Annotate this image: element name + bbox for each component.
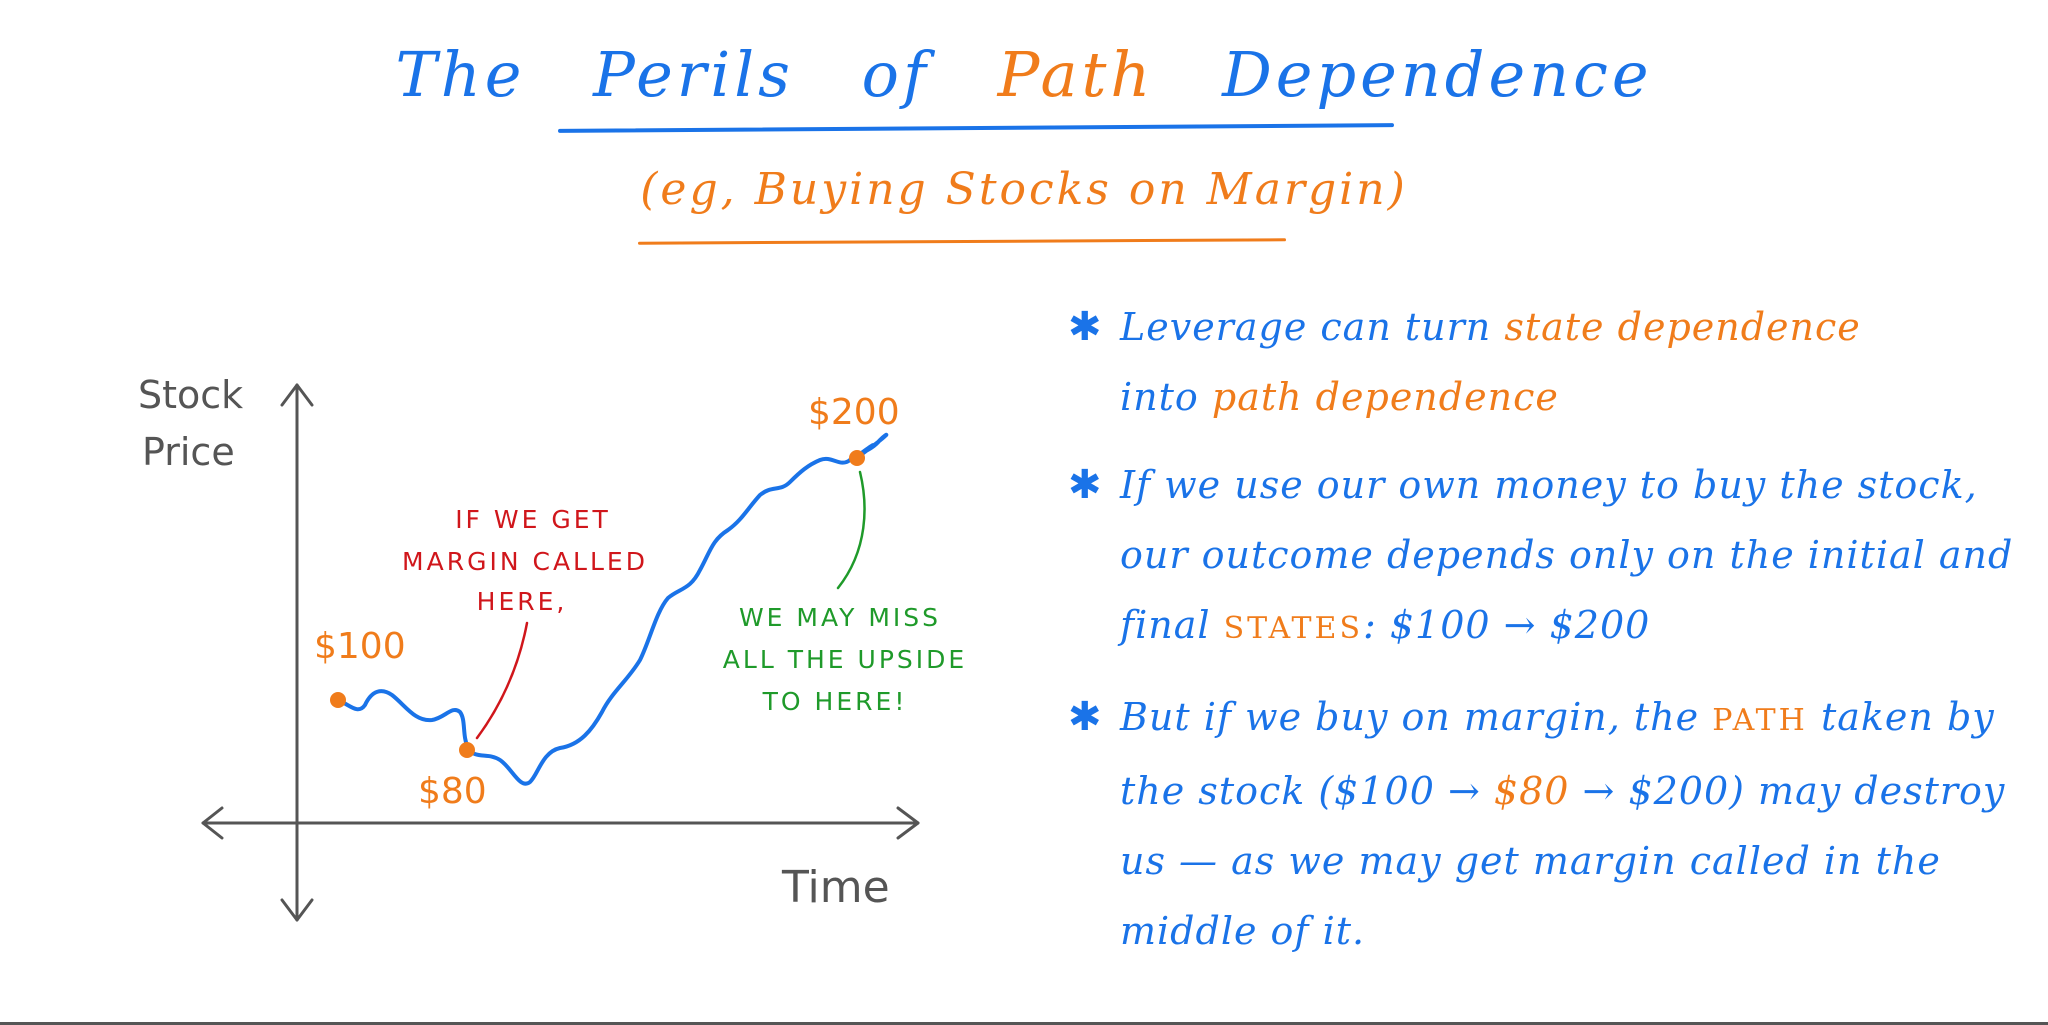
y-axis-arrow-top-icon [280,383,314,407]
bullet1-text-c: into [1120,375,1199,419]
bullet1-text-a: Leverage can turn [1120,305,1492,349]
end-point-marker [849,450,865,466]
page-subtitle: (eg, Buying Stocks on Margin) [640,164,1408,215]
star-bullet-icon: ✱ [1068,462,1103,508]
red-annotation-line2: MARGIN CALLED [402,547,648,576]
y-axis-arrow-bottom-icon [280,898,314,922]
bullet-list: ✱ Leverage can turn state dependence int… [1060,292,2020,984]
red-annotation-pointer [475,621,529,740]
bullet3-path: PATH [1712,703,1808,738]
start-point-marker [330,692,346,708]
x-axis-arrow-left-icon [201,806,224,840]
bullet-item-own-money: ✱ If we use our own money to buy the sto… [1060,450,2020,664]
stock-path-diagram: Stock Price Time $100 $80 $200 IF WE GET… [138,373,967,922]
bullet-item-margin: ✱ But if we buy on margin, the PATH take… [1060,682,2020,966]
bullet3-text-c: taken by the stock ($100 → [1120,695,1995,813]
low-price-label: $80 [418,771,487,812]
start-price-label: $100 [314,626,406,667]
title-word-perils: Perils [593,38,794,111]
bullet3-text-a: But if we buy on margin, the [1120,695,1700,739]
green-annotation-line3: TO HERE! [762,687,908,716]
end-price-label: $200 [808,392,900,433]
low-point-marker [459,742,475,758]
bullet3-text-e: → $200) may destroy us — as we may get m… [1120,769,2006,953]
bullet1-state-dependence: state dependence [1504,305,1861,349]
bullet-item-leverage: ✱ Leverage can turn state dependence int… [1060,292,2020,432]
green-annotation-line2: ALL THE UPSIDE [723,645,967,674]
title-word-path: Path [997,38,1155,111]
y-axis-label-line1: Stock [138,373,243,417]
bullet1-path-dependence: path dependence [1211,375,1559,419]
title-word-the: The [395,38,526,111]
star-bullet-icon: ✱ [1068,304,1103,350]
bullet2-text-a: If we use our own money to buy the stock… [1120,463,2014,647]
bullet3-low-price: $80 [1493,769,1570,813]
green-annotation-pointer [836,470,866,590]
title-word-dependence: Dependence [1222,38,1653,111]
green-annotation-line1: WE MAY MISS [739,603,941,632]
page-title: The Perils of Path Dependence [0,38,2048,111]
bullet2-states: STATES [1223,611,1363,646]
star-bullet-icon: ✱ [1068,694,1103,740]
y-axis-label-line2: Price [142,430,235,474]
x-axis-arrow-right-icon [896,806,920,840]
bullet2-text-c: : $100 → $200 [1363,603,1651,647]
title-word-of: of [861,38,930,111]
x-axis-label: Time [781,862,890,913]
red-annotation-line3: HERE, [477,587,568,616]
red-annotation-line1: IF WE GET [455,505,611,534]
bottom-divider [0,1022,2048,1025]
price-path-line [336,432,889,786]
